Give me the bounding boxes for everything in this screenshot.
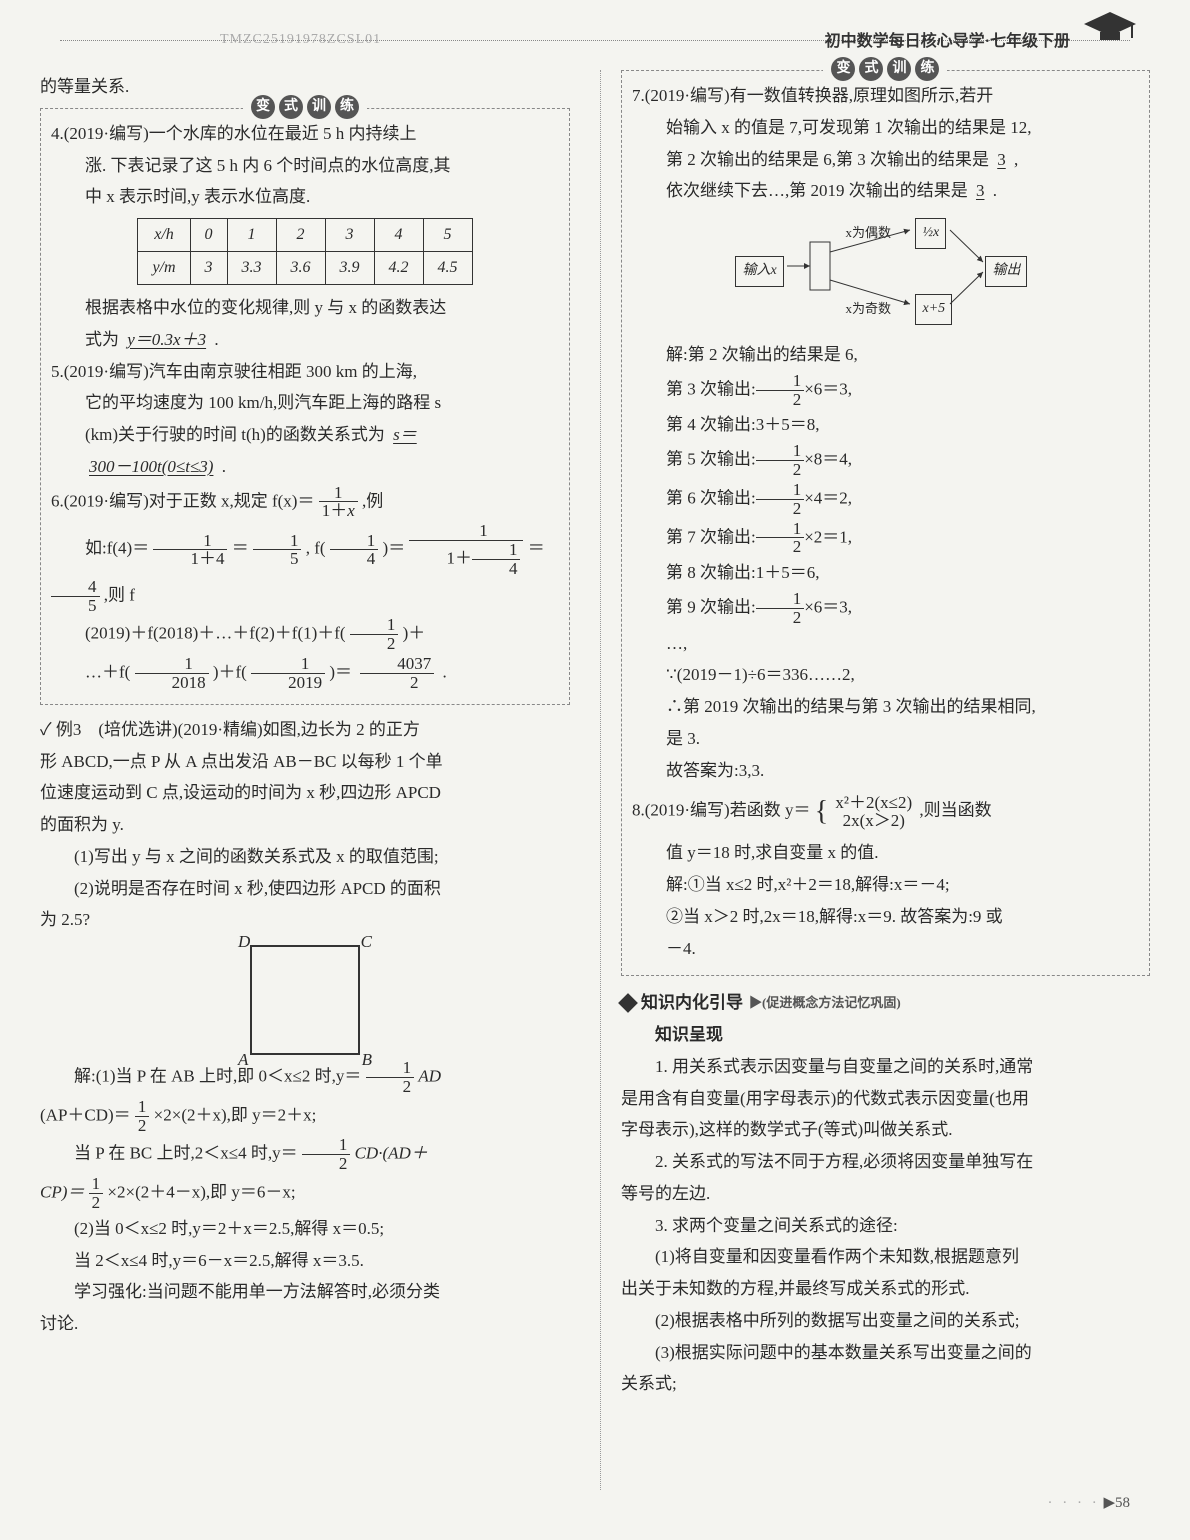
q4-l2: 涨. 下表记录了这 5 h 内 6 个时间点的水位高度,其 <box>51 151 559 181</box>
q7-l4: 依次继续下去…,第 2019 次输出的结果是 3 . <box>632 176 1139 206</box>
flowchart-arrows <box>735 212 1035 332</box>
ex3-q1: (1)写出 y 与 x 之间的函数关系式及 x 的取值范围; <box>40 842 570 872</box>
q7-l1: 7.(2019·编写)有一数值转换器,原理如图所示,若开 <box>632 81 1139 111</box>
q6-l4: …＋f( 12018 )＋f( 12019 )＝ 40372 . <box>51 655 559 692</box>
q4-l1: 4.(2019·编写)一个水库的水位在最近 5 h 内持续上 <box>51 119 559 149</box>
q6-l2: 如:f(4)＝ 11＋4 ＝ 15 , f( 14 )＝ 11＋14 ＝ 45 … <box>51 522 559 614</box>
ex3-l3: 的面积为 y. <box>40 810 570 840</box>
z-p1a: 1. 用关系式表示因变量与自变量之间的关系时,通常 <box>621 1052 1150 1082</box>
ex3-head: ✓ 例3 (培优选讲)(2019·精编)如图,边长为 2 的正方 <box>40 715 570 745</box>
q7-l2: 始输入 x 的值是 7,可发现第 1 次输出的结果是 12, <box>632 113 1139 143</box>
q5-l3: (km)关于行驶的时间 t(h)的函数关系式为 s＝ <box>51 420 559 450</box>
ex3-q2a: (2)说明是否存在时间 x 秒,使四边形 APCD 的面积 <box>40 874 570 904</box>
q8-l1: 8.(2019·编写)若函数 y＝ { x²＋2(x≤2)2x(x＞2) ,则当… <box>632 787 1139 836</box>
q8-l5: －4. <box>632 934 1139 964</box>
ex3-xuexi1: 学习强化:当问题不能用单一方法解答时,必须分类 <box>40 1277 570 1307</box>
q7-s1: 解:第 2 次输出的结果是 6, <box>632 340 1139 370</box>
square-figure: D C A B <box>250 945 360 1055</box>
ex3-xuexi2: 讨论. <box>40 1309 570 1339</box>
ex3-sol1: 解:(1)当 P 在 AB 上时,即 0＜x≤2 时,y＝ 12 AD <box>40 1059 570 1096</box>
right-column: 变 式 训 练 7.(2019·编写)有一数值转换器,原理如图所示,若开 始输入… <box>600 70 1150 1490</box>
z-p31a: (1)将自变量和因变量看作两个未知数,根据题意列 <box>621 1242 1150 1272</box>
left-column: 的等量关系. 变 式 训 练 4.(2019·编写)一个水库的水位在最近 5 h… <box>40 70 570 1490</box>
q7-s5: 第 6 次输出:12×4＝2, <box>632 481 1139 518</box>
q4-post1: 根据表格中水位的变化规律,则 y 与 x 的函数表达 <box>51 293 559 323</box>
q6-l3: (2019)＋f(2018)＋…＋f(2)＋f(1)＋f( 12 )＋ <box>51 616 559 653</box>
z-p1b: 是用含有自变量(用字母表示)的代数式表示因变量(也用 <box>621 1084 1150 1114</box>
q6-l1: 6.(2019·编写)对于正数 x,规定 f(x)＝ 11＋x ,例 <box>51 484 559 521</box>
q7-l3: 第 2 次输出的结果是 6,第 3 次输出的结果是 3 , <box>632 145 1139 175</box>
z-p31b: 出关于未知数的方程,并最终写成关系式的形式. <box>621 1274 1150 1304</box>
zhishi-present: 知识呈现 <box>621 1020 1150 1050</box>
q5-l1: 5.(2019·编写)汽车由南京驶往相距 300 km 的上海, <box>51 357 559 387</box>
q8-l3: 解:①当 x≤2 时,x²＋2＝18,解得:x＝－4; <box>632 870 1139 900</box>
q7-s7: 第 8 次输出:1＋5＝6, <box>632 558 1139 588</box>
q7-s6: 第 7 次输出:12×2＝1, <box>632 520 1139 557</box>
ex3-sol3: 当 P 在 BC 上时,2＜x≤4 时,y＝ 12 CD·(AD＋ <box>40 1136 570 1173</box>
ex3-sol4: CP)＝ 12 ×2×(2＋4－x),即 y＝6－x; <box>40 1175 570 1212</box>
q7-s10: ∵(2019－1)÷6＝336……2, <box>632 660 1139 690</box>
ex3-sol2: (AP＋CD)＝ 12 ×2×(2＋x),即 y＝2＋x; <box>40 1098 570 1135</box>
bianshi-label-r: 变 式 训 练 <box>823 57 947 81</box>
q5-l2: 它的平均速度为 100 km/h,则汽车距上海的路程 s <box>51 388 559 418</box>
z-p32: (2)根据表格中所列的数据写出变量之间的关系式; <box>621 1306 1150 1336</box>
q4-post2: 式为 y＝0.3x＋3 . <box>51 325 559 355</box>
q7-s9: …, <box>632 629 1139 659</box>
flowchart: 输入x x为偶数 ½x x为奇数 x+5 输出 <box>735 212 1035 332</box>
ex3-l2: 位速度运动到 C 点,设运动的时间为 x 秒,四边形 APCD <box>40 778 570 808</box>
q7-s8: 第 9 次输出:12×6＝3, <box>632 590 1139 627</box>
z-p3: 3. 求两个变量之间关系式的途径: <box>621 1211 1150 1241</box>
zhishi-head: 知识内化引导 ▶(促进概念方法记忆巩固) <box>621 988 1150 1018</box>
q7-s13: 故答案为:3,3. <box>632 756 1139 786</box>
ex3-sol6: 当 2＜x≤4 时,y＝6－x＝2.5,解得 x＝3.5. <box>40 1246 570 1276</box>
q5-l4: 300－100t(0≤t≤3) . <box>51 452 559 482</box>
ex3-sol5: (2)当 0＜x≤2 时,y＝2＋x＝2.5,解得 x＝0.5; <box>40 1214 570 1244</box>
q8-l2: 值 y＝18 时,求自变量 x 的值. <box>632 838 1139 868</box>
z-p2b: 等号的左边. <box>621 1179 1150 1209</box>
z-p2a: 2. 关系式的写法不同于方程,必须将因变量单独写在 <box>621 1147 1150 1177</box>
graduation-cap-icon <box>1080 8 1140 48</box>
q7-s3: 第 4 次输出:3＋5＝8, <box>632 410 1139 440</box>
ex3-q2b: 为 2.5? <box>40 905 570 935</box>
z-p1c: 字母表示),这样的数学式子(等式)叫做关系式. <box>621 1115 1150 1145</box>
q7-s11: ∴第 2019 次输出的结果与第 3 次输出的结果相同, <box>632 692 1139 722</box>
q8-l4: ②当 x＞2 时,2x＝18,解得:x＝9. 故答案为:9 或 <box>632 902 1139 932</box>
q7-s2: 第 3 次输出:12×6＝3, <box>632 372 1139 409</box>
diamond-icon <box>618 993 638 1013</box>
q4-l3: 中 x 表示时间,y 表示水位高度. <box>51 182 559 212</box>
q7-s4: 第 5 次输出:12×8＝4, <box>632 442 1139 479</box>
bianshi-box-right: 变 式 训 练 7.(2019·编写)有一数值转换器,原理如图所示,若开 始输入… <box>621 70 1150 976</box>
bianshi-box-left: 变 式 训 练 4.(2019·编写)一个水库的水位在最近 5 h 内持续上 涨… <box>40 108 570 705</box>
z-p33b: 关系式; <box>621 1369 1150 1399</box>
header-title: 初中数学每日核心导学·七年级下册 <box>825 28 1070 56</box>
bianshi-label: 变 式 训 练 <box>243 95 367 119</box>
q7-s12: 是 3. <box>632 724 1139 754</box>
z-p33a: (3)根据实际问题中的基本数量关系写出变量之间的 <box>621 1338 1150 1368</box>
page-number: · · · · ▶58 <box>1047 1490 1130 1516</box>
header-code: TMZC25191978ZCSL01 <box>220 28 381 53</box>
ex3-l1: 形 ABCD,一点 P 从 A 点出发沿 AB－BC 以每秒 1 个单 <box>40 747 570 777</box>
q4-table: x/h 0 1 2 3 4 5 y/m 3 3.3 3.6 3.9 4.2 4.… <box>137 218 472 285</box>
